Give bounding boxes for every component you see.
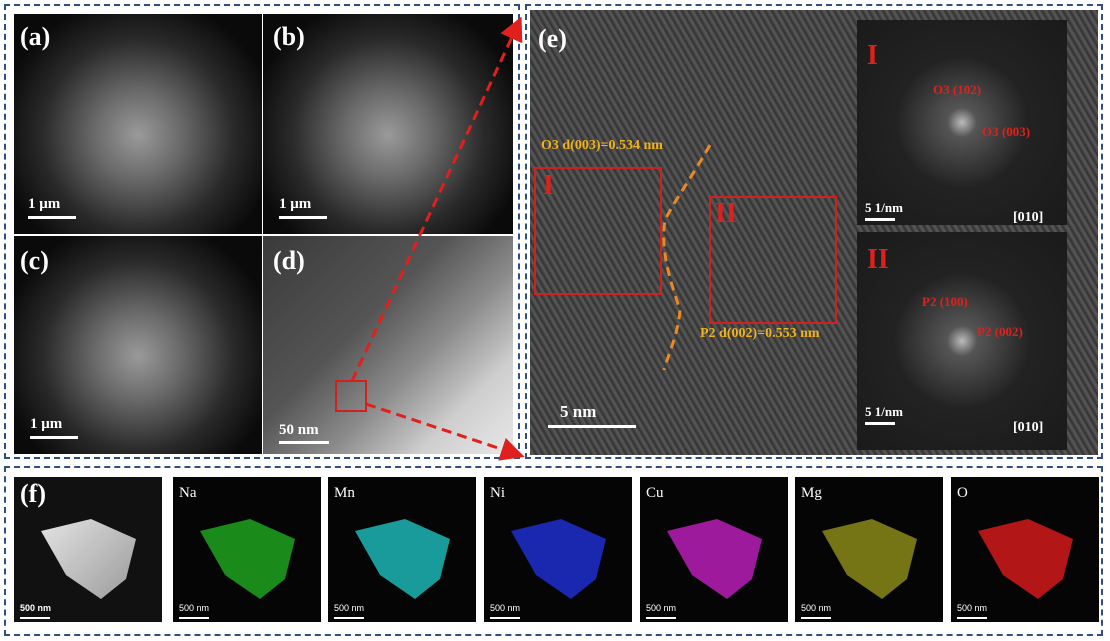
tem-image-d: (d) 50 nm (263, 236, 513, 454)
scalebar-label: 500 nm (957, 603, 988, 613)
scalebar-label: 500 nm (646, 603, 677, 613)
panel-label-c: (c) (20, 246, 49, 275)
eds-map-na: Na 500 nm (173, 477, 321, 622)
scalebar (179, 617, 209, 619)
frame-mapping (4, 466, 1103, 636)
fft-pattern-II: II P2 (100) P2 (002) 5 1/nm [010] (857, 232, 1067, 450)
sem-image-a: (a) 1 μm (14, 14, 262, 234)
fft-pattern-I: I O3 (102) O3 (003) 5 1/nm [010] (857, 20, 1067, 225)
haadf-image: (f) 500 nm (14, 477, 162, 622)
fft-spot-o3-102: O3 (102) (933, 82, 982, 97)
panel-label-b: (b) (273, 22, 305, 51)
scalebar-label-a: 1 μm (28, 196, 61, 212)
sem-image-c: (c) 1 μm (14, 236, 262, 454)
scalebar-label: 500 nm (801, 603, 832, 613)
scalebar-d (279, 441, 329, 444)
scalebar-label: 500 nm (179, 603, 210, 613)
phase-boundary-line (662, 144, 712, 371)
eds-map-mg: Mg 500 nm (795, 477, 943, 622)
scalebar-label: 500 nm (490, 603, 521, 613)
panel-label-e: (e) (538, 24, 567, 53)
frame-hrtem (525, 4, 1103, 459)
scalebar-label: 500 nm (334, 603, 365, 613)
element-distribution (200, 519, 295, 599)
fft-label-I: I (867, 40, 878, 71)
fft-label-II: II (867, 244, 889, 275)
haadf-particle (41, 519, 136, 599)
scalebar (646, 617, 676, 619)
element-distribution (511, 519, 606, 599)
scalebar-e (548, 425, 636, 428)
scalebar (490, 617, 520, 619)
element-label-o: O (957, 485, 968, 501)
eds-map-ni: Ni 500 nm (484, 477, 632, 622)
element-label-mg: Mg (801, 485, 822, 501)
panel-label-d: (d) (273, 246, 305, 275)
scalebar-label-fft-II: 5 1/nm (865, 404, 903, 419)
scalebar-label-c: 1 μm (30, 416, 63, 432)
zoom-region-box (335, 380, 367, 412)
sem-image-b: (b) 1 μm (263, 14, 513, 234)
element-distribution (822, 519, 917, 599)
o3-d-spacing-label: O3 d(003)=0.534 nm (541, 138, 663, 153)
region-box-I (534, 167, 662, 295)
scalebar-haadf (20, 617, 50, 619)
eds-map-mn: Mn 500 nm (328, 477, 476, 622)
fft-spot-p2-002: P2 (002) (977, 324, 1023, 339)
scalebar-label-d: 50 nm (279, 422, 319, 438)
element-label-cu: Cu (646, 485, 664, 501)
fft-spot-o3-003: O3 (003) (982, 124, 1031, 139)
panel-label-a: (a) (20, 22, 51, 51)
scalebar-fft-II (865, 422, 895, 425)
scalebar-label-haadf: 500 nm (20, 603, 52, 613)
scalebar (801, 617, 831, 619)
element-label-na: Na (179, 485, 197, 501)
element-label-mn: Mn (334, 485, 355, 501)
element-distribution (667, 519, 762, 599)
region-box-II (709, 196, 837, 324)
scalebar (334, 617, 364, 619)
scalebar-label-e: 5 nm (560, 402, 597, 421)
region-label-II: II (715, 198, 737, 229)
eds-map-cu: Cu 500 nm (640, 477, 788, 622)
zone-axis-II: [010] (1013, 420, 1044, 435)
element-distribution (978, 519, 1073, 599)
scalebar-label-fft-I: 5 1/nm (865, 200, 903, 215)
scalebar-a (28, 216, 76, 219)
scalebar-b (279, 216, 327, 219)
p2-d-spacing-label: P2 d(002)=0.553 nm (700, 326, 820, 341)
panel-label-f: (f) (20, 479, 46, 508)
scalebar (957, 617, 987, 619)
hrtem-image-e: (e) I II O3 d(003)=0.534 nm P2 d(002)=0.… (530, 10, 1098, 455)
element-distribution (355, 519, 450, 599)
scalebar-label-b: 1 μm (279, 196, 312, 212)
fft-spot-p2-100: P2 (100) (922, 294, 968, 309)
eds-map-o: O 500 nm (951, 477, 1099, 622)
region-label-I: I (543, 170, 554, 201)
scalebar-c (30, 436, 78, 439)
element-label-ni: Ni (490, 485, 505, 501)
zone-axis-I: [010] (1013, 210, 1044, 225)
scalebar-fft-I (865, 218, 895, 221)
